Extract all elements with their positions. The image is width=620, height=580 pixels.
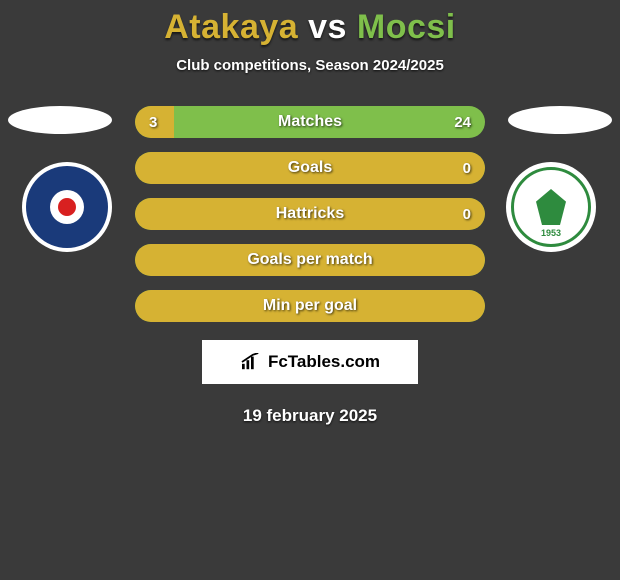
stat-bar: Matches3 24 <box>135 106 485 138</box>
stat-bar: Goals per match <box>135 244 485 276</box>
stat-value-b: 0 <box>463 198 471 230</box>
subtitle: Club competitions, Season 2024/2025 <box>0 57 620 74</box>
stat-label: Goals per match <box>135 244 485 276</box>
stat-label: Matches <box>135 106 485 138</box>
stat-label: Min per goal <box>135 290 485 322</box>
stat-value-b: 0 <box>463 152 471 184</box>
content-area: 1953 Matches324Goals0Hattricks0Goals per… <box>0 106 620 426</box>
stat-bar: Hattricks0 <box>135 198 485 230</box>
club-badge-a-inner <box>26 166 108 248</box>
title-player-a: Atakaya <box>164 8 298 46</box>
club-badge-b: 1953 <box>506 162 596 252</box>
date-label: 19 february 2025 <box>0 406 620 426</box>
stat-label: Hattricks <box>135 198 485 230</box>
branding-text: FcTables.com <box>268 352 380 372</box>
title-vs: vs <box>298 8 357 46</box>
stat-label: Goals <box>135 152 485 184</box>
widget-container: Atakaya vs Mocsi Club competitions, Seas… <box>0 0 620 426</box>
stat-value-b: 24 <box>454 106 471 138</box>
club-badge-b-inner: 1953 <box>511 167 591 247</box>
title-player-b: Mocsi <box>357 8 456 46</box>
player-a-avatar-placeholder <box>8 106 112 134</box>
branding-box[interactable]: FcTables.com <box>202 340 418 384</box>
chart-icon <box>240 353 262 371</box>
stat-bar: Goals0 <box>135 152 485 184</box>
page-title: Atakaya vs Mocsi <box>0 8 620 47</box>
club-badge-a <box>22 162 112 252</box>
stat-bar: Min per goal <box>135 290 485 322</box>
club-b-year: 1953 <box>541 228 561 238</box>
stats-bars: Matches324Goals0Hattricks0Goals per matc… <box>135 106 485 322</box>
player-b-avatar-placeholder <box>508 106 612 134</box>
stat-value-a: 3 <box>149 106 157 138</box>
